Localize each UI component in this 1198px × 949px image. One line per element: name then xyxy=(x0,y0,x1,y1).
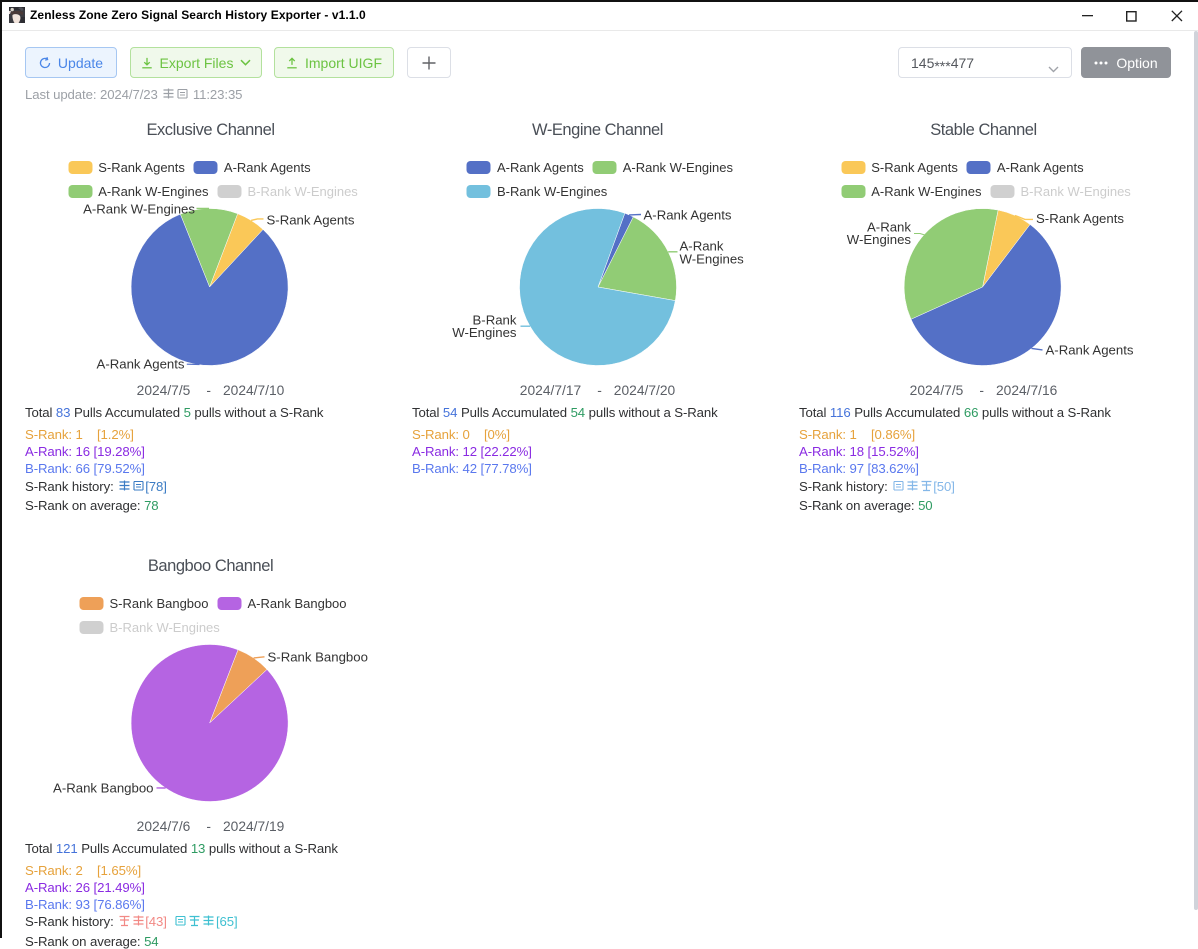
svg-text:A-Rank: A-Rank xyxy=(680,239,724,254)
svg-text:A-Rank: A-Rank xyxy=(867,219,911,234)
svg-text:S-Rank Agents: S-Rank Agents xyxy=(267,212,355,227)
svg-text:S-Rank Bangboo: S-Rank Bangboo xyxy=(268,650,368,665)
svg-text:W-Engines: W-Engines xyxy=(452,325,517,340)
svg-text:A-Rank Agents: A-Rank Agents xyxy=(644,207,732,222)
svg-text:B-Rank: B-Rank xyxy=(473,312,517,327)
svg-text:S-Rank Agents: S-Rank Agents xyxy=(1036,211,1124,226)
svg-text:A-Rank Agents: A-Rank Agents xyxy=(97,357,185,372)
svg-text:A-Rank W-Engines: A-Rank W-Engines xyxy=(83,201,195,216)
svg-text:W-Engines: W-Engines xyxy=(680,252,745,267)
svg-text:W-Engines: W-Engines xyxy=(847,232,912,247)
svg-text:A-Rank Bangboo: A-Rank Bangboo xyxy=(53,781,153,796)
svg-text:A-Rank Agents: A-Rank Agents xyxy=(1046,343,1134,358)
